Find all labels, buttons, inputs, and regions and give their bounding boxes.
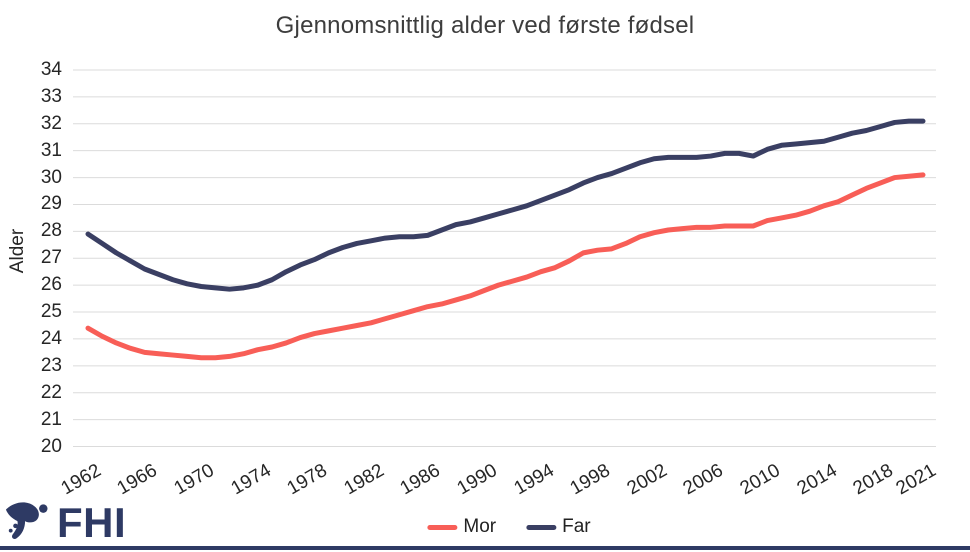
- legend-label-mor: Mor: [463, 516, 497, 537]
- legend-item-mor: Mor: [427, 516, 496, 538]
- y-tick-label: 28: [40, 220, 62, 242]
- legend: Mor Far: [427, 516, 591, 538]
- y-tick-label: 20: [40, 435, 62, 457]
- y-tick-label: 31: [40, 139, 62, 161]
- chart-title: Gjennomsnittlig alder ved første fødsel: [275, 12, 695, 39]
- y-tick-label: 27: [40, 247, 62, 269]
- fhi-figure-icon: [4, 499, 50, 547]
- y-tick-label: 26: [40, 274, 62, 296]
- legend-label-far: Far: [562, 516, 591, 537]
- series-line-mor: [85, 172, 926, 361]
- y-tick-label: 22: [40, 381, 62, 403]
- y-tick-label: 33: [40, 85, 62, 107]
- fhi-logo-text: FHI: [57, 499, 127, 546]
- series-line-far: [85, 118, 926, 292]
- y-tick-label: 25: [40, 301, 62, 323]
- fhi-logo: FHI: [4, 499, 126, 547]
- y-tick-label: 34: [40, 59, 62, 80]
- y-tick-label: 30: [40, 166, 62, 188]
- mor-line-swatch: [427, 524, 458, 530]
- y-tick-label: 23: [40, 354, 62, 376]
- y-tick-label: 24: [40, 327, 62, 349]
- far-line-swatch: [526, 524, 557, 530]
- y-axis-title: Alder: [7, 228, 28, 274]
- y-tick-label: 32: [40, 112, 62, 134]
- bottom-bar: [0, 546, 970, 550]
- y-tick-label: 29: [40, 193, 62, 215]
- legend-item-far: Far: [526, 516, 591, 538]
- y-tick-label: 21: [40, 408, 62, 430]
